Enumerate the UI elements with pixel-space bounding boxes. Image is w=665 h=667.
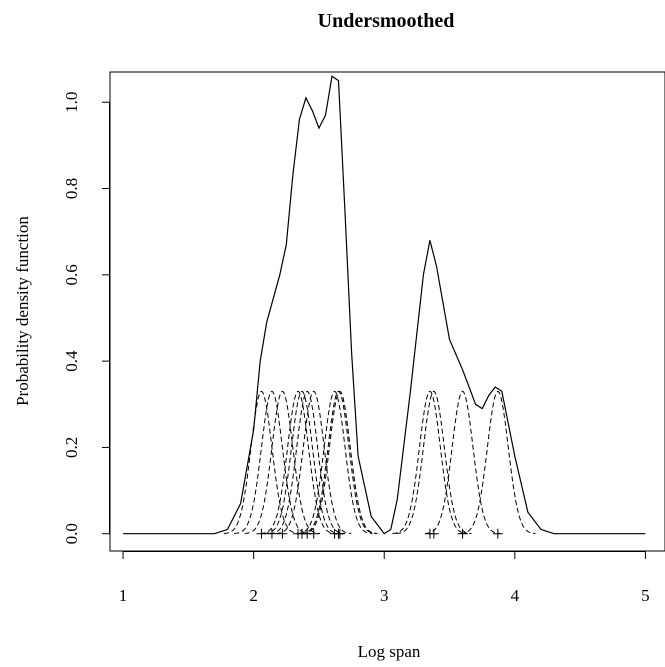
y-tick-label: 0.4: [62, 350, 81, 372]
rug-mark-7: [308, 528, 319, 539]
kernel-curve-14: [460, 390, 536, 534]
density-line: [123, 75, 646, 535]
kernel-curve-8: [296, 390, 373, 534]
y-axis-label: Probability density function: [13, 216, 32, 406]
kernel-curve-13: [424, 390, 501, 534]
rug-marks: [256, 528, 503, 539]
chart-title: Undersmoothed: [318, 10, 455, 32]
x-axis-label: Log span: [358, 642, 421, 661]
y-tick-label: 1.0: [62, 92, 81, 113]
kernel-curve-7: [276, 390, 352, 534]
x-tick-label: 2: [249, 586, 258, 605]
x-tick-label: 4: [511, 586, 520, 605]
rug-mark-2: [266, 528, 277, 539]
x-tick-label: 1: [119, 586, 128, 605]
rug-mark-13: [457, 528, 468, 539]
rug-mark-3: [277, 528, 288, 539]
rug-mark-1: [256, 528, 267, 539]
kernel-curves: [223, 390, 536, 534]
x-tick-label: 3: [380, 586, 389, 605]
x-axis: 1 2 3 4 5: [119, 551, 650, 605]
y-tick-label: 0.6: [62, 264, 81, 285]
kernel-curve-12: [396, 390, 472, 534]
y-axis: 0.0 0.2 0.4 0.6 0.8 1.0: [62, 92, 110, 544]
kernel-curve-1: [223, 390, 300, 534]
rug-mark-14: [492, 528, 503, 539]
y-tick-label: 0.2: [62, 437, 81, 458]
kernel-curve-2: [234, 390, 310, 534]
rug-mark-10: [334, 528, 345, 539]
kernel-curve-9: [300, 390, 377, 534]
plot-frame: [109, 71, 665, 552]
kernel-curve-11: [392, 390, 468, 534]
rug-mark-12: [428, 528, 439, 539]
kernel-curve-3: [244, 390, 321, 534]
x-tick-label: 5: [641, 586, 650, 605]
kernel-curve-6: [269, 390, 345, 534]
y-tick-label: 0.8: [62, 178, 81, 199]
y-tick-label: 0.0: [62, 523, 81, 544]
kernel-curve-10: [302, 390, 378, 534]
kernel-curve-4: [260, 390, 336, 534]
kernel-curve-5: [264, 390, 340, 534]
